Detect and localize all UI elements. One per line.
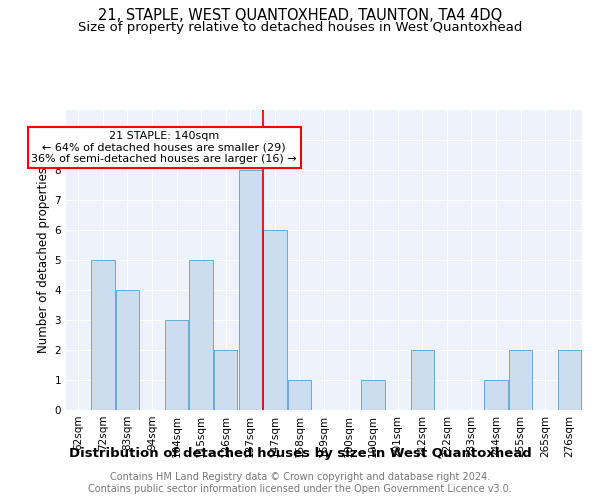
Text: Size of property relative to detached houses in West Quantoxhead: Size of property relative to detached ho…: [78, 21, 522, 34]
Text: Contains public sector information licensed under the Open Government Licence v3: Contains public sector information licen…: [88, 484, 512, 494]
Y-axis label: Number of detached properties: Number of detached properties: [37, 167, 50, 353]
Bar: [484, 380, 508, 410]
Text: Distribution of detached houses by size in West Quantoxhead: Distribution of detached houses by size …: [68, 448, 532, 460]
Bar: [361, 380, 385, 410]
Bar: [509, 350, 532, 410]
Bar: [558, 350, 581, 410]
Bar: [190, 260, 213, 410]
Text: 21, STAPLE, WEST QUANTOXHEAD, TAUNTON, TA4 4DQ: 21, STAPLE, WEST QUANTOXHEAD, TAUNTON, T…: [98, 8, 502, 22]
Bar: [263, 230, 287, 410]
Bar: [91, 260, 115, 410]
Bar: [116, 290, 139, 410]
Bar: [165, 320, 188, 410]
Text: Contains HM Land Registry data © Crown copyright and database right 2024.: Contains HM Land Registry data © Crown c…: [110, 472, 490, 482]
Text: 21 STAPLE: 140sqm
← 64% of detached houses are smaller (29)
36% of semi-detached: 21 STAPLE: 140sqm ← 64% of detached hous…: [31, 131, 297, 164]
Bar: [288, 380, 311, 410]
Bar: [239, 170, 262, 410]
Bar: [214, 350, 238, 410]
Bar: [410, 350, 434, 410]
